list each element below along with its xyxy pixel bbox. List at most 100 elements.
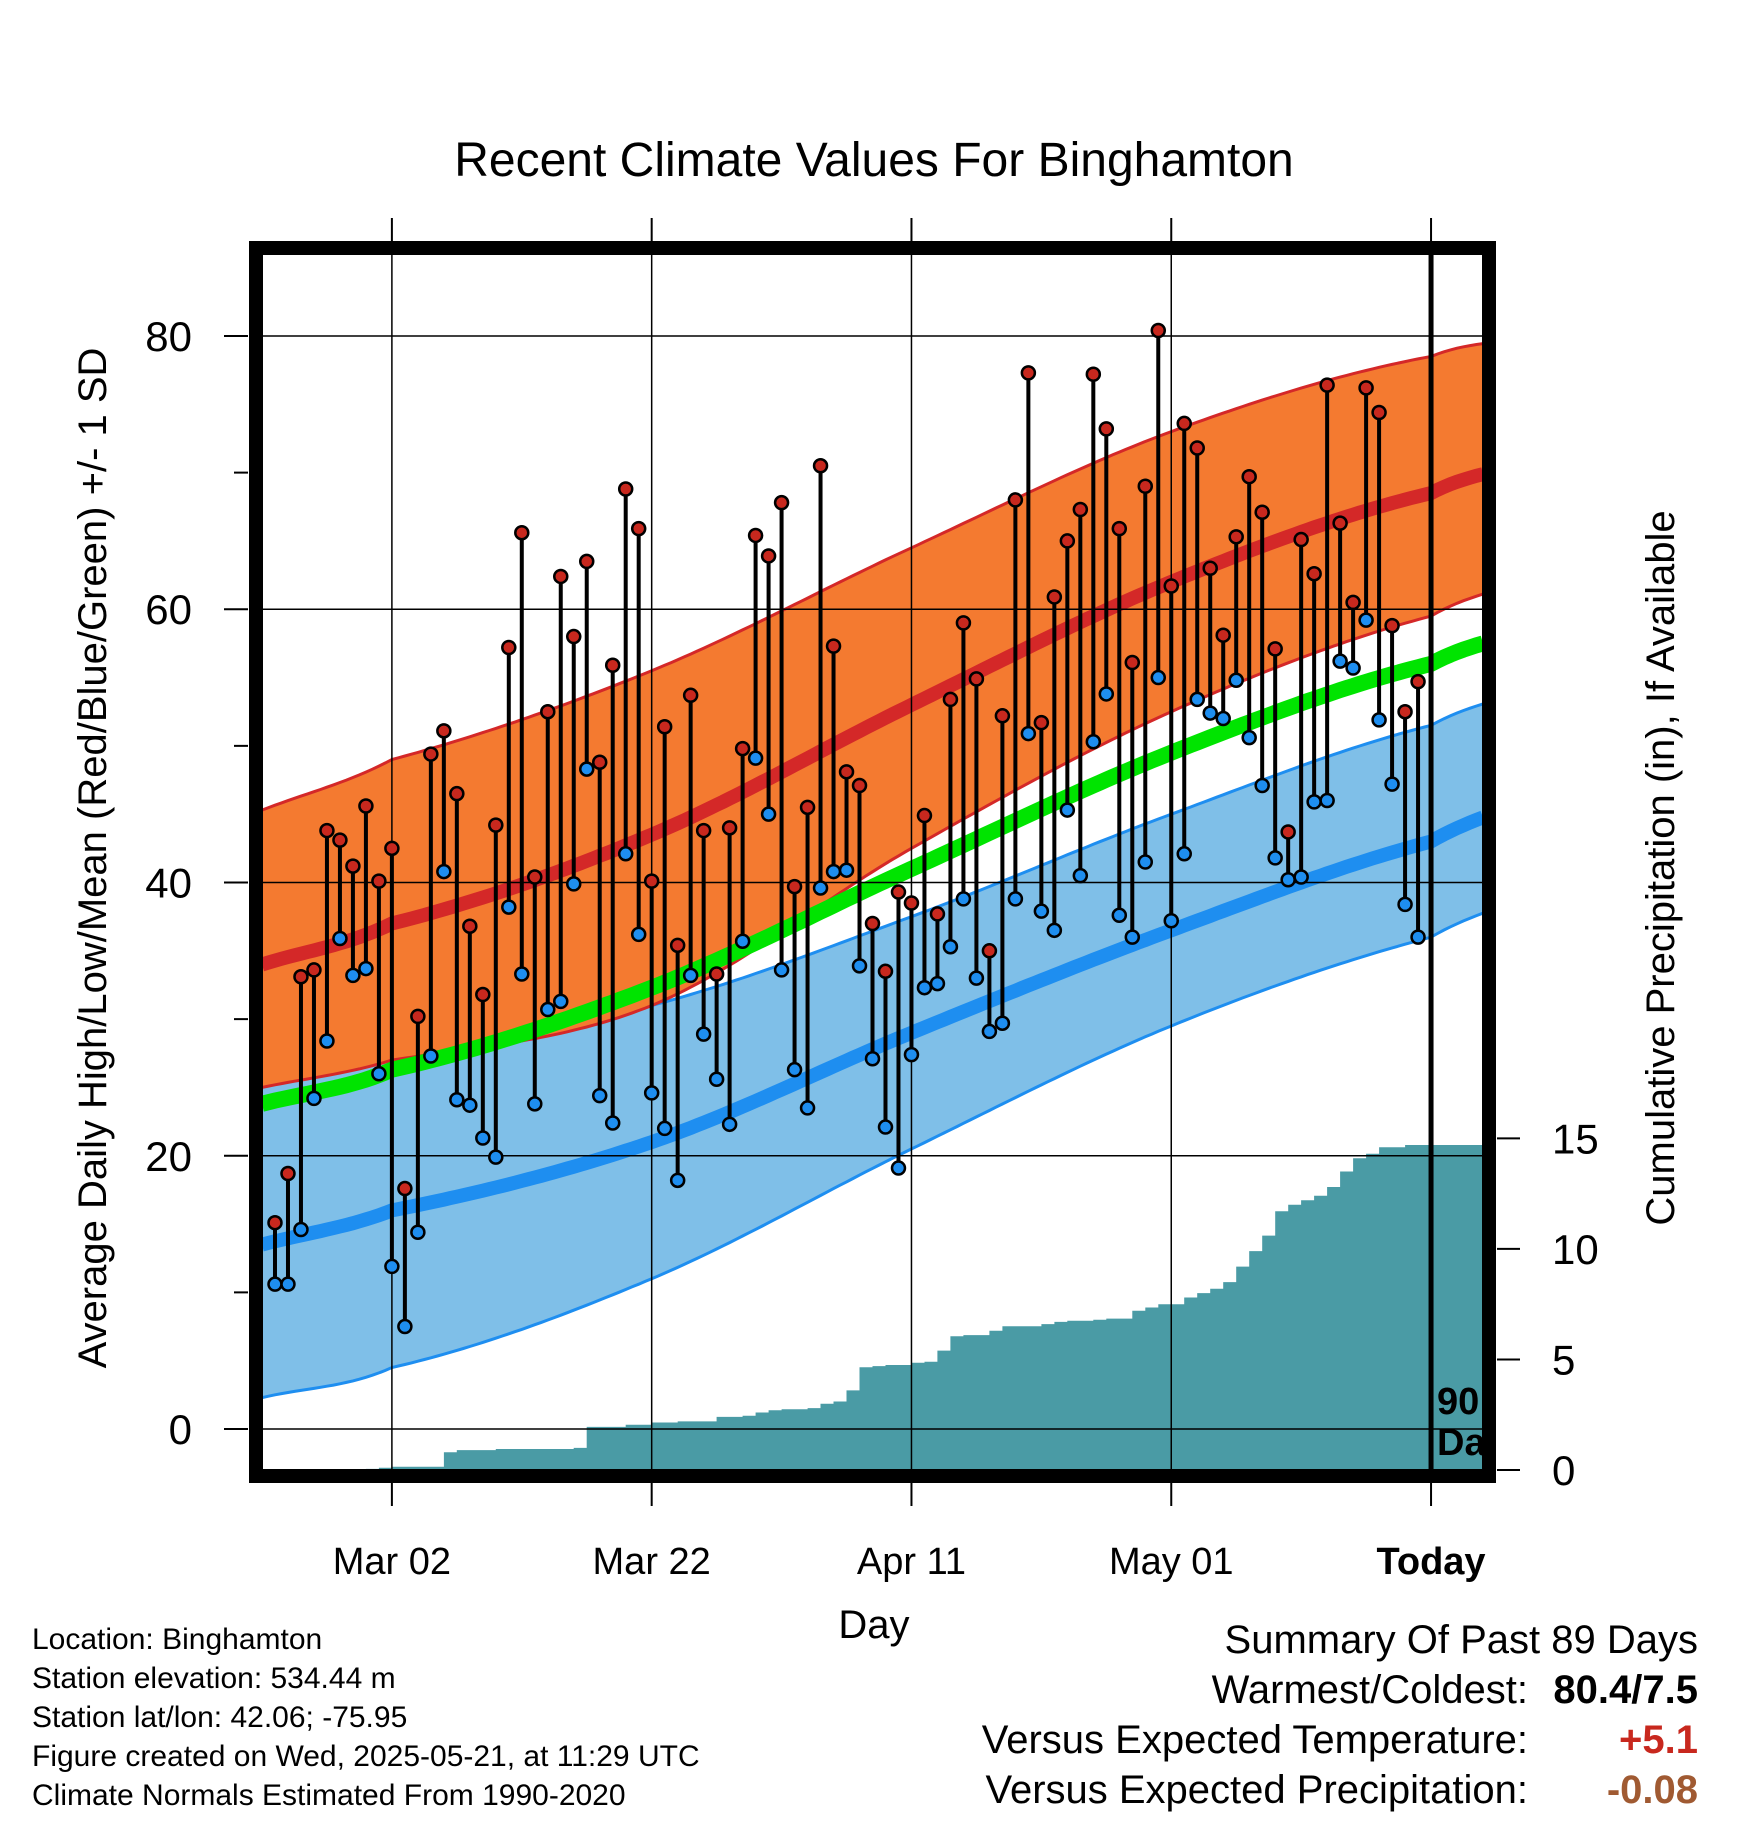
today-days-label: Days	[1437, 1422, 1528, 1464]
info-created: Figure created on Wed, 2025-05-21, at 11…	[32, 1740, 700, 1773]
daily-high-point	[1111, 520, 1128, 537]
x-tick-label: Mar 22	[593, 1541, 711, 1583]
daily-low-point	[1306, 794, 1322, 810]
x-axis-label: Day	[838, 1603, 909, 1647]
daily-high-point	[1163, 578, 1180, 594]
daily-low-point	[643, 1085, 660, 1101]
info-location: Location: Binghamton	[32, 1623, 323, 1656]
daily-low-point	[1202, 705, 1218, 721]
daily-high-point	[1397, 703, 1413, 720]
y-tick-label: 60	[145, 586, 192, 633]
daily-low-point	[1111, 907, 1128, 924]
daily-high-point	[1072, 501, 1089, 518]
daily-low-point	[488, 1149, 504, 1165]
daily-high-point	[267, 1214, 283, 1231]
low-minus-sd-line	[262, 911, 1483, 1400]
daily-low-point	[1072, 867, 1089, 884]
daily-low-point	[981, 1023, 998, 1040]
daily-high-point	[436, 723, 452, 739]
y2-tick-label: 5	[1552, 1336, 1575, 1383]
daily-high-point	[903, 895, 920, 911]
daily-high-point	[1319, 377, 1335, 393]
daily-low-point	[475, 1130, 491, 1146]
x-tick-label: Today	[1376, 1541, 1485, 1583]
high-sd-band	[262, 343, 1483, 1088]
daily-high-point	[604, 657, 621, 674]
daily-low-point	[345, 967, 361, 984]
daily-high-point	[501, 639, 517, 656]
daily-high-point	[786, 878, 803, 895]
daily-high-point	[1306, 565, 1322, 582]
daily-high-point	[968, 671, 985, 687]
normal-mean-line	[262, 635, 1483, 1112]
daily-low-point	[1410, 929, 1426, 945]
daily-low-point	[1163, 913, 1180, 929]
daily-low-point	[617, 846, 634, 862]
daily-low-point	[1358, 612, 1374, 628]
daily-low-point	[682, 967, 699, 984]
daily-high-point	[1371, 404, 1387, 421]
daily-high-point	[994, 708, 1011, 724]
daily-high-point	[929, 906, 946, 922]
daily-high-point	[955, 615, 972, 631]
daily-high-point	[669, 937, 686, 954]
temp-vs-expected-label: Versus Expected Temperature:	[981, 1718, 1528, 1762]
daily-low-point	[968, 970, 985, 986]
daily-high-point	[1085, 366, 1102, 382]
x-tick-label: May 01	[1109, 1541, 1234, 1583]
daily-low-point	[630, 926, 647, 943]
daily-low-point	[1007, 891, 1024, 907]
y-tick-label: 80	[145, 313, 192, 360]
daily-low-point	[864, 1050, 881, 1067]
daily-high-point	[449, 785, 465, 802]
daily-high-point	[319, 822, 335, 839]
warm-cold-label: Warmest/Coldest:	[1211, 1668, 1528, 1712]
daily-high-point	[1345, 594, 1361, 611]
high-plus-sd-line	[262, 342, 1483, 812]
temp-vs-expected-value: +5.1	[1619, 1718, 1698, 1762]
daily-low-point	[1371, 712, 1387, 728]
info-elevation: Station elevation: 534.44 m	[32, 1662, 396, 1695]
daily-high-point	[747, 527, 764, 544]
daily-low-point	[604, 1115, 621, 1131]
daily-high-point	[1241, 468, 1257, 485]
daily-low-point	[436, 863, 452, 880]
daily-high-point	[1137, 478, 1154, 495]
daily-low-point	[1059, 802, 1076, 818]
daily-high-point	[1228, 529, 1244, 545]
daily-high-point	[384, 840, 400, 857]
daily-high-point	[864, 915, 881, 932]
daily-low-point	[591, 1087, 608, 1104]
daily-low-point	[1319, 792, 1335, 809]
daily-low-point	[565, 876, 582, 892]
daily-high-point	[397, 1180, 413, 1197]
daily-low-point	[903, 1046, 920, 1063]
daily-high-point	[293, 969, 309, 985]
daily-high-point	[630, 520, 647, 537]
daily-high-point	[1332, 515, 1348, 531]
daily-low-point	[1267, 850, 1283, 866]
daily-low-point	[514, 966, 530, 982]
info-normals: Climate Normals Estimated From 1990-2020	[32, 1779, 626, 1812]
daily-low-point	[332, 930, 348, 947]
daily-high-point	[1410, 673, 1426, 690]
summary-warm-cold: Warmest/Coldest: 80.4/7.5	[1212, 1668, 1698, 1713]
y2-axis-label: Cumulative Precipitation (in), If Availa…	[1639, 510, 1683, 1225]
plot-frame	[249, 241, 1496, 1483]
daily-high-point	[981, 943, 998, 959]
daily-low-point	[319, 1033, 335, 1049]
daily-low-point	[280, 1276, 296, 1292]
daily-low-point	[825, 863, 842, 880]
daily-low-point	[1397, 896, 1413, 913]
daily-low-point	[747, 750, 764, 766]
summary-title: Summary Of Past 89 Days	[1224, 1618, 1698, 1662]
daily-high-point	[332, 832, 348, 848]
daily-low-point	[1189, 691, 1205, 708]
daily-low-point	[669, 1172, 686, 1189]
daily-high-point	[540, 703, 556, 720]
daily-low-point	[1215, 710, 1231, 727]
daily-high-point	[1150, 322, 1167, 339]
daily-low-point	[851, 958, 868, 974]
daily-low-point	[501, 899, 517, 915]
